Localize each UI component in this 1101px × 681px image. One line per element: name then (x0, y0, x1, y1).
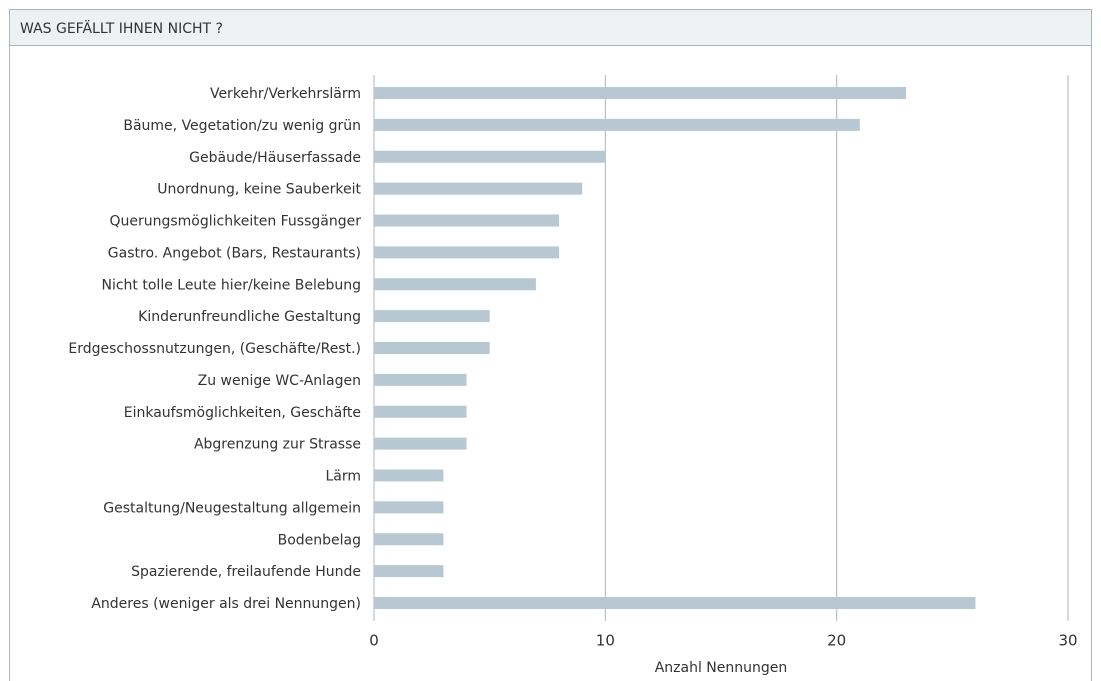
bar (374, 87, 907, 99)
y-tick-label: Anderes (weniger als drei Nennungen) (91, 596, 361, 612)
bar (374, 278, 536, 291)
y-tick-label: Zu wenige WC-Anlagen (198, 373, 361, 389)
bar (374, 214, 560, 227)
y-tick-label: Lärm (325, 469, 361, 485)
bar (374, 501, 444, 514)
bar (374, 373, 467, 386)
y-tick-label: Einkaufsmöglichkeiten, Geschäfte (124, 405, 361, 421)
y-tick-label: Kinderunfreundliche Gestaltung (138, 309, 361, 325)
bar (374, 405, 467, 418)
bar (374, 469, 444, 482)
y-tick-label: Gastro. Angebot (Bars, Restaurants) (108, 245, 361, 261)
x-tick-label: 0 (369, 632, 379, 650)
y-tick-label: Nicht tolle Leute hier/keine Belebung (102, 277, 362, 293)
y-tick-label: Gestaltung/Neugestaltung allgemein (103, 500, 361, 516)
bar (374, 565, 444, 578)
bar (374, 118, 860, 131)
y-tick-label: Spazierende, freilaufende Hunde (131, 564, 361, 580)
y-tick-label: Verkehr/Verkehrslärm (210, 86, 361, 102)
panel-header (10, 10, 1091, 45)
x-axis-label: Anzahl Nennungen (655, 660, 788, 676)
chart-title: WAS GEFÄLLT IHNEN NICHT ? (20, 19, 223, 37)
y-tick-label: Gebäude/Häuserfassade (189, 150, 361, 166)
y-tick-label: Erdgeschossnutzungen, (Geschäfte/Rest.) (68, 341, 361, 357)
y-tick-label: Abgrenzung zur Strasse (194, 437, 361, 453)
x-tick-label: 20 (827, 632, 846, 650)
y-tick-label: Querungsmöglichkeiten Fussgänger (109, 214, 361, 230)
x-tick-label: 30 (1058, 632, 1077, 650)
y-tick-label: Unordnung, keine Sauberkeit (157, 182, 361, 198)
bar (374, 533, 444, 546)
x-tick-label: 10 (596, 632, 615, 650)
y-tick-label: Bäume, Vegetation/zu wenig grün (123, 118, 361, 134)
bar (374, 182, 583, 195)
bar (374, 150, 606, 163)
bar (374, 437, 467, 450)
y-tick-label: Bodenbelag (278, 532, 361, 548)
bar (374, 310, 490, 323)
bar (374, 246, 560, 259)
bar (374, 342, 490, 354)
bar (374, 597, 976, 609)
